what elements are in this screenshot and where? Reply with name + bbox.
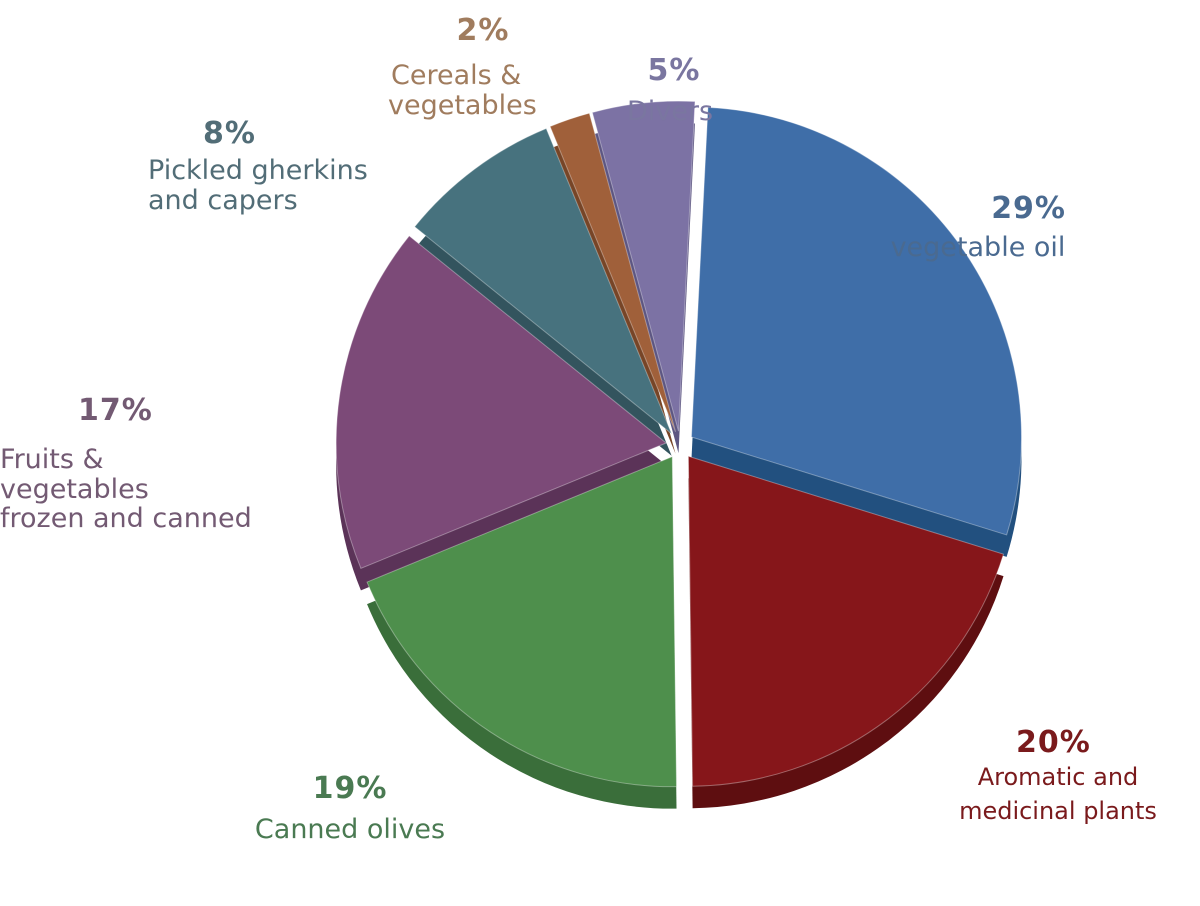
pct-pickled-gherkins: 8% <box>203 116 256 151</box>
label-aromatic: 20% Aromatic and medicinal plants <box>958 725 1158 826</box>
name-aromatic-line2: medicinal plants <box>959 797 1157 826</box>
label-divers: 5% Divers <box>620 53 720 128</box>
slice-vegetable-oil <box>690 106 1022 536</box>
label-fruits-vegetables: 17% Fruits & vegetables frozen and canne… <box>0 393 260 534</box>
name-cereals-line1: Cereals & <box>391 60 522 92</box>
pct-vegetable-oil: 29% <box>991 191 1066 226</box>
slice-canned-olives <box>366 455 678 788</box>
name-divers: Divers <box>626 96 714 128</box>
pct-aromatic: 20% <box>1016 725 1091 760</box>
name-aromatic-line1: Aromatic and <box>977 763 1139 792</box>
label-vegetable-oil: 29% vegetable oil <box>888 191 1068 264</box>
pct-divers: 5% <box>647 53 701 88</box>
pct-fruits-vegetables: 17% <box>78 393 153 428</box>
pct-canned-olives: 19% <box>312 771 388 806</box>
label-cereals-vegetables: 2% Cereals & vegetables <box>388 13 558 121</box>
label-canned-olives: 19% Canned olives <box>250 771 450 846</box>
slice-divers <box>591 100 696 432</box>
name-cereals-line2: vegetables <box>388 89 537 121</box>
name-pickled-line1: Pickled gherkins <box>148 155 368 187</box>
label-pickled-gherkins: 8% Pickled gherkins and capers <box>148 116 388 216</box>
name-vegetable-oil: vegetable oil <box>890 232 1066 264</box>
pct-cereals: 2% <box>456 13 510 48</box>
name-fruits-line2: frozen and canned <box>0 502 252 534</box>
slice-aromatic-and-medicinal-plants <box>687 455 1005 787</box>
slice-pickled-gherkins-and-capers <box>413 127 673 435</box>
name-pickled-line2: and capers <box>148 184 298 216</box>
slice-cereals-vegetables <box>549 112 676 432</box>
name-fruits-line1: Fruits & vegetables <box>0 444 149 505</box>
slice-fruits-vegetables-frozen-and-canned <box>335 235 668 570</box>
slice-tops <box>335 100 1022 788</box>
name-canned-olives: Canned olives <box>254 814 446 846</box>
